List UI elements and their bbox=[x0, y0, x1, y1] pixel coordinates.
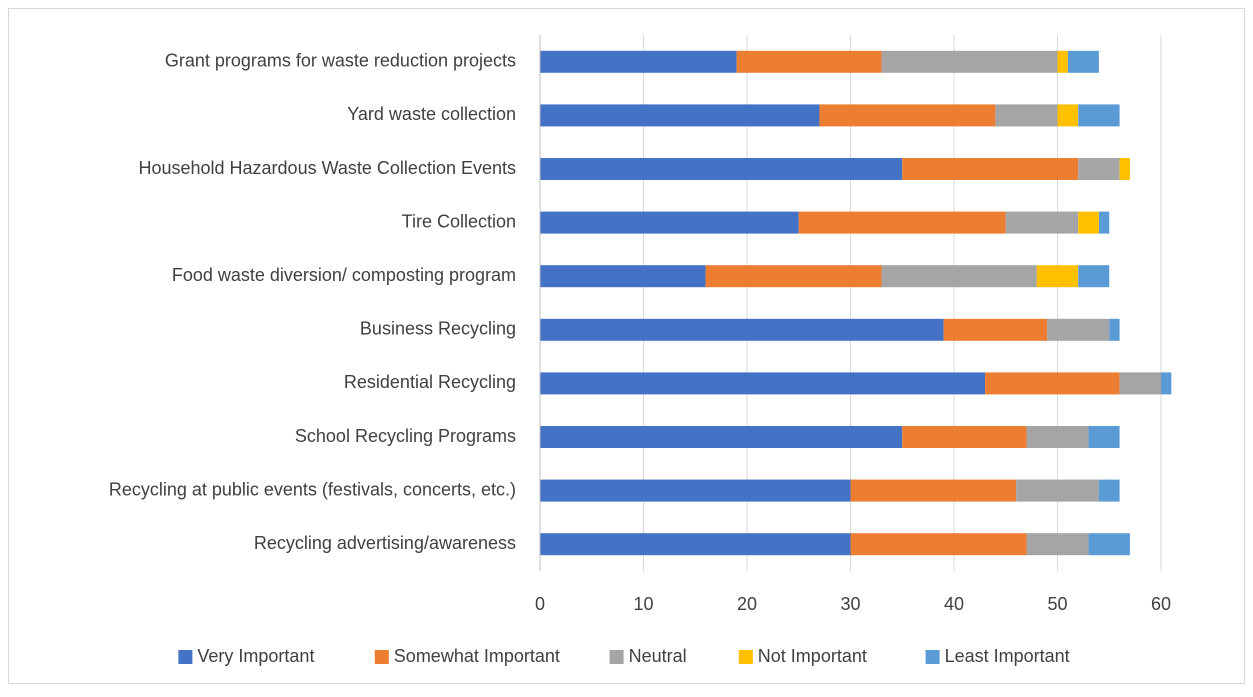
legend-label: Very Important bbox=[197, 646, 314, 666]
bar-segment bbox=[540, 158, 903, 180]
bar-segment bbox=[985, 372, 1120, 395]
bar-segment bbox=[540, 50, 737, 73]
x-tick-label: 20 bbox=[737, 594, 757, 614]
bar-segment bbox=[1119, 158, 1130, 180]
bar-segment bbox=[540, 372, 986, 395]
bar-segment bbox=[1088, 426, 1120, 448]
bar-segment bbox=[902, 426, 1027, 448]
bar-segment bbox=[1067, 50, 1099, 73]
y-tick-label: Household Hazardous Waste Collection Eve… bbox=[138, 158, 516, 178]
y-tick-label: School Recycling Programs bbox=[295, 426, 516, 446]
bar-segment bbox=[1005, 211, 1079, 234]
bar-segment bbox=[736, 50, 882, 73]
bar-segment bbox=[540, 265, 706, 288]
bar-segment bbox=[881, 50, 1058, 73]
y-tick-label: Recycling advertising/awareness bbox=[254, 533, 516, 553]
bar-segment bbox=[540, 318, 944, 341]
bar-segment bbox=[1057, 50, 1068, 73]
bar-segment bbox=[540, 426, 903, 448]
bar-segment bbox=[1098, 479, 1120, 502]
legend-label: Not Important bbox=[758, 646, 867, 666]
x-tick-label: 0 bbox=[535, 594, 545, 614]
legend-swatch bbox=[178, 650, 193, 664]
bar-segment bbox=[705, 265, 882, 288]
bar-segment bbox=[1047, 318, 1110, 341]
bar-segment bbox=[1057, 104, 1079, 127]
bar-segment bbox=[798, 211, 1006, 234]
bar-segment bbox=[819, 104, 996, 127]
bar-segment bbox=[850, 479, 1017, 502]
bar-segment bbox=[1078, 104, 1120, 127]
y-tick-label: Tire Collection bbox=[402, 211, 516, 231]
x-tick-label: 30 bbox=[840, 594, 860, 614]
bar-segment bbox=[902, 158, 1079, 180]
bar-segment bbox=[1078, 211, 1099, 234]
y-tick-label: Food waste diversion/ composting program bbox=[172, 265, 516, 285]
bar-segment bbox=[540, 533, 851, 556]
bar-segment bbox=[995, 104, 1058, 127]
bar-segment bbox=[1016, 479, 1099, 502]
bar-segment bbox=[540, 211, 799, 234]
legend-swatch bbox=[609, 650, 624, 664]
y-tick-label: Residential Recycling bbox=[344, 372, 516, 392]
bar-segment bbox=[1078, 265, 1110, 288]
bar-segment bbox=[850, 533, 1027, 556]
x-tick-label: 10 bbox=[633, 594, 653, 614]
bar-segment bbox=[1026, 426, 1089, 448]
x-tick-label: 50 bbox=[1047, 594, 1067, 614]
bar-segment bbox=[881, 265, 1037, 288]
legend-label: Least Important bbox=[945, 646, 1070, 666]
y-tick-label: Business Recycling bbox=[360, 319, 516, 339]
legend-label: Somewhat Important bbox=[394, 646, 560, 666]
x-tick-label: 40 bbox=[944, 594, 964, 614]
bar-segment bbox=[1026, 533, 1089, 556]
legend-swatch bbox=[374, 650, 389, 664]
bar-segment bbox=[1036, 265, 1079, 288]
legend-swatch bbox=[738, 650, 753, 664]
y-tick-label: Recycling at public events (festivals, c… bbox=[109, 479, 516, 499]
bar-segment bbox=[540, 104, 820, 127]
y-tick-label: Yard waste collection bbox=[347, 104, 516, 124]
legend-swatch bbox=[925, 650, 940, 664]
bar-segment bbox=[1078, 158, 1120, 180]
y-tick-label: Grant programs for waste reduction proje… bbox=[165, 51, 516, 71]
x-tick-label: 60 bbox=[1151, 594, 1171, 614]
bar-segment bbox=[943, 318, 1048, 341]
bar-segment bbox=[540, 479, 851, 502]
bar-segment bbox=[1109, 318, 1120, 341]
legend-label: Neutral bbox=[629, 646, 687, 666]
bar-segment bbox=[1161, 372, 1172, 395]
bar-segment bbox=[1088, 533, 1130, 556]
bar-segment bbox=[1098, 211, 1110, 234]
bar-segment bbox=[1119, 372, 1161, 395]
